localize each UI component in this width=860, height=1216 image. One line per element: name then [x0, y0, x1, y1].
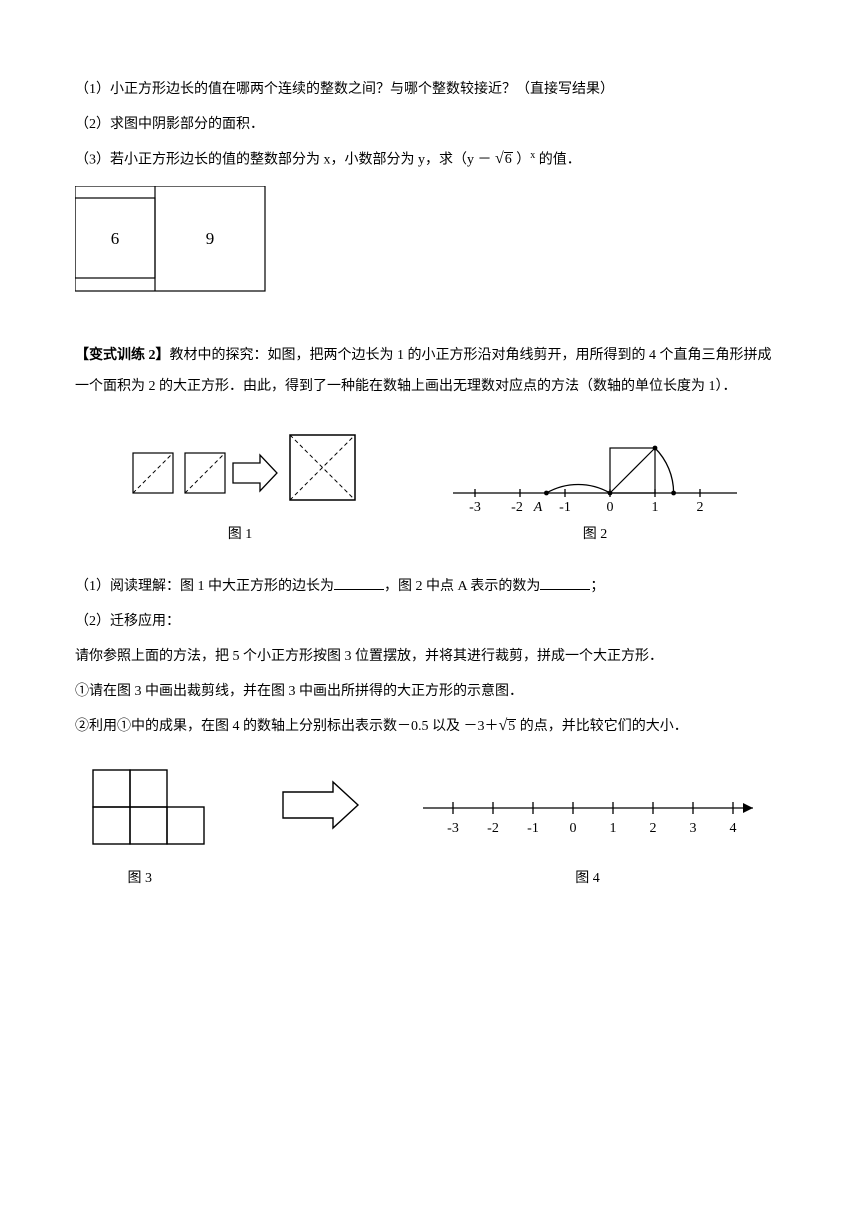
q1-item3: （3）若小正方形边长的值的整数部分为 x，小数部分为 y，求（y － √6 ）x… — [75, 145, 785, 176]
migration-text: 请你参照上面的方法，把 5 个小正方形按图 3 位置摆放，并将其进行裁剪，拼成一… — [75, 642, 785, 673]
fig2-caption: 图 2 — [445, 520, 745, 551]
svg-text:9: 9 — [206, 229, 215, 248]
q1-item2: （2）求图中阴影部分的面积． — [75, 110, 785, 141]
figure-pair-3-4: 图 3 -3 -2 -1 0 1 2 3 4 图 4 — [75, 760, 785, 895]
r1c: ； — [590, 579, 604, 594]
svg-text:A: A — [533, 500, 543, 515]
svg-text:2: 2 — [697, 500, 704, 515]
var2-heading: 【变式训练 2】 — [75, 348, 170, 363]
reading-1: （1）阅读理解：图 1 中大正方形的边长为 ，图 2 中点 A 表示的数为 ； — [75, 572, 785, 603]
svg-text:2: 2 — [649, 821, 656, 836]
svg-text:0: 0 — [569, 821, 576, 836]
fig1-col: 图 1 — [115, 421, 365, 551]
expr-a: －3＋ — [464, 719, 499, 734]
q1-item3-post: ） — [516, 152, 530, 167]
svg-text:-1: -1 — [559, 500, 571, 515]
var2-intro: 【变式训练 2】教材中的探究：如图，把两个边长为 1 的小正方形沿对角线剪开，用… — [75, 341, 785, 403]
blank-2 — [540, 589, 590, 590]
svg-text:1: 1 — [609, 821, 616, 836]
q1-item1: （1）小正方形边长的值在哪两个连续的整数之间？与哪个整数较接近？（直接写结果） — [75, 75, 785, 106]
q1-item3-end: 的值． — [535, 152, 581, 167]
blank-1 — [334, 589, 384, 590]
svg-text:-2: -2 — [487, 821, 499, 836]
svg-text:-2: -2 — [511, 500, 523, 515]
svg-text:0: 0 — [607, 500, 614, 515]
svg-text:-3: -3 — [469, 500, 481, 515]
fig2-col: -3 -2 A -1 0 1 2 图 2 — [445, 421, 745, 551]
fig4-caption: 图 4 — [408, 864, 768, 895]
svg-text:3: 3 — [689, 821, 696, 836]
migration-step2: ②利用①中的成果，在图 4 的数轴上分别标出表示数－0.5 以及 －3＋√5 的… — [75, 712, 785, 743]
svg-text:1: 1 — [652, 500, 659, 515]
r5a: ②利用①中的成果，在图 4 的数轴上分别标出表示数－0.5 以及 — [75, 719, 464, 734]
figure-pair-1-2: 图 1 -3 -2 A -1 0 1 2 — [75, 421, 785, 551]
svg-text:4: 4 — [729, 821, 736, 836]
r1a: （1）阅读理解：图 1 中大正方形的边长为 — [75, 579, 334, 594]
fig3-caption: 图 3 — [128, 864, 373, 895]
r5b: 的点，并比较它们的大小． — [520, 719, 688, 734]
r1b: ，图 2 中点 A 表示的数为 — [384, 579, 540, 594]
fig4-col: -3 -2 -1 0 1 2 3 4 图 4 — [408, 760, 768, 895]
svg-text:6: 6 — [111, 229, 120, 248]
svg-text:-1: -1 — [527, 821, 539, 836]
svg-text:-3: -3 — [447, 821, 459, 836]
fig1-caption: 图 1 — [115, 520, 365, 551]
q1-item3-pre: （3）若小正方形边长的值的整数部分为 x，小数部分为 y，求（y － — [75, 152, 492, 167]
figure-squares-6-9: 6 9 — [75, 186, 785, 296]
var2-text: 教材中的探究：如图，把两个边长为 1 的小正方形沿对角线剪开，用所得到的 4 个… — [75, 348, 772, 394]
sqrt-5: √5 — [499, 718, 517, 734]
migration-heading: （2）迁移应用： — [75, 607, 785, 638]
migration-step1: ①请在图 3 中画出裁剪线，并在图 3 中画出所拼得的大正方形的示意图． — [75, 677, 785, 708]
fig3-col: 图 3 — [83, 760, 373, 895]
sqrt-6: √6 — [495, 151, 513, 167]
